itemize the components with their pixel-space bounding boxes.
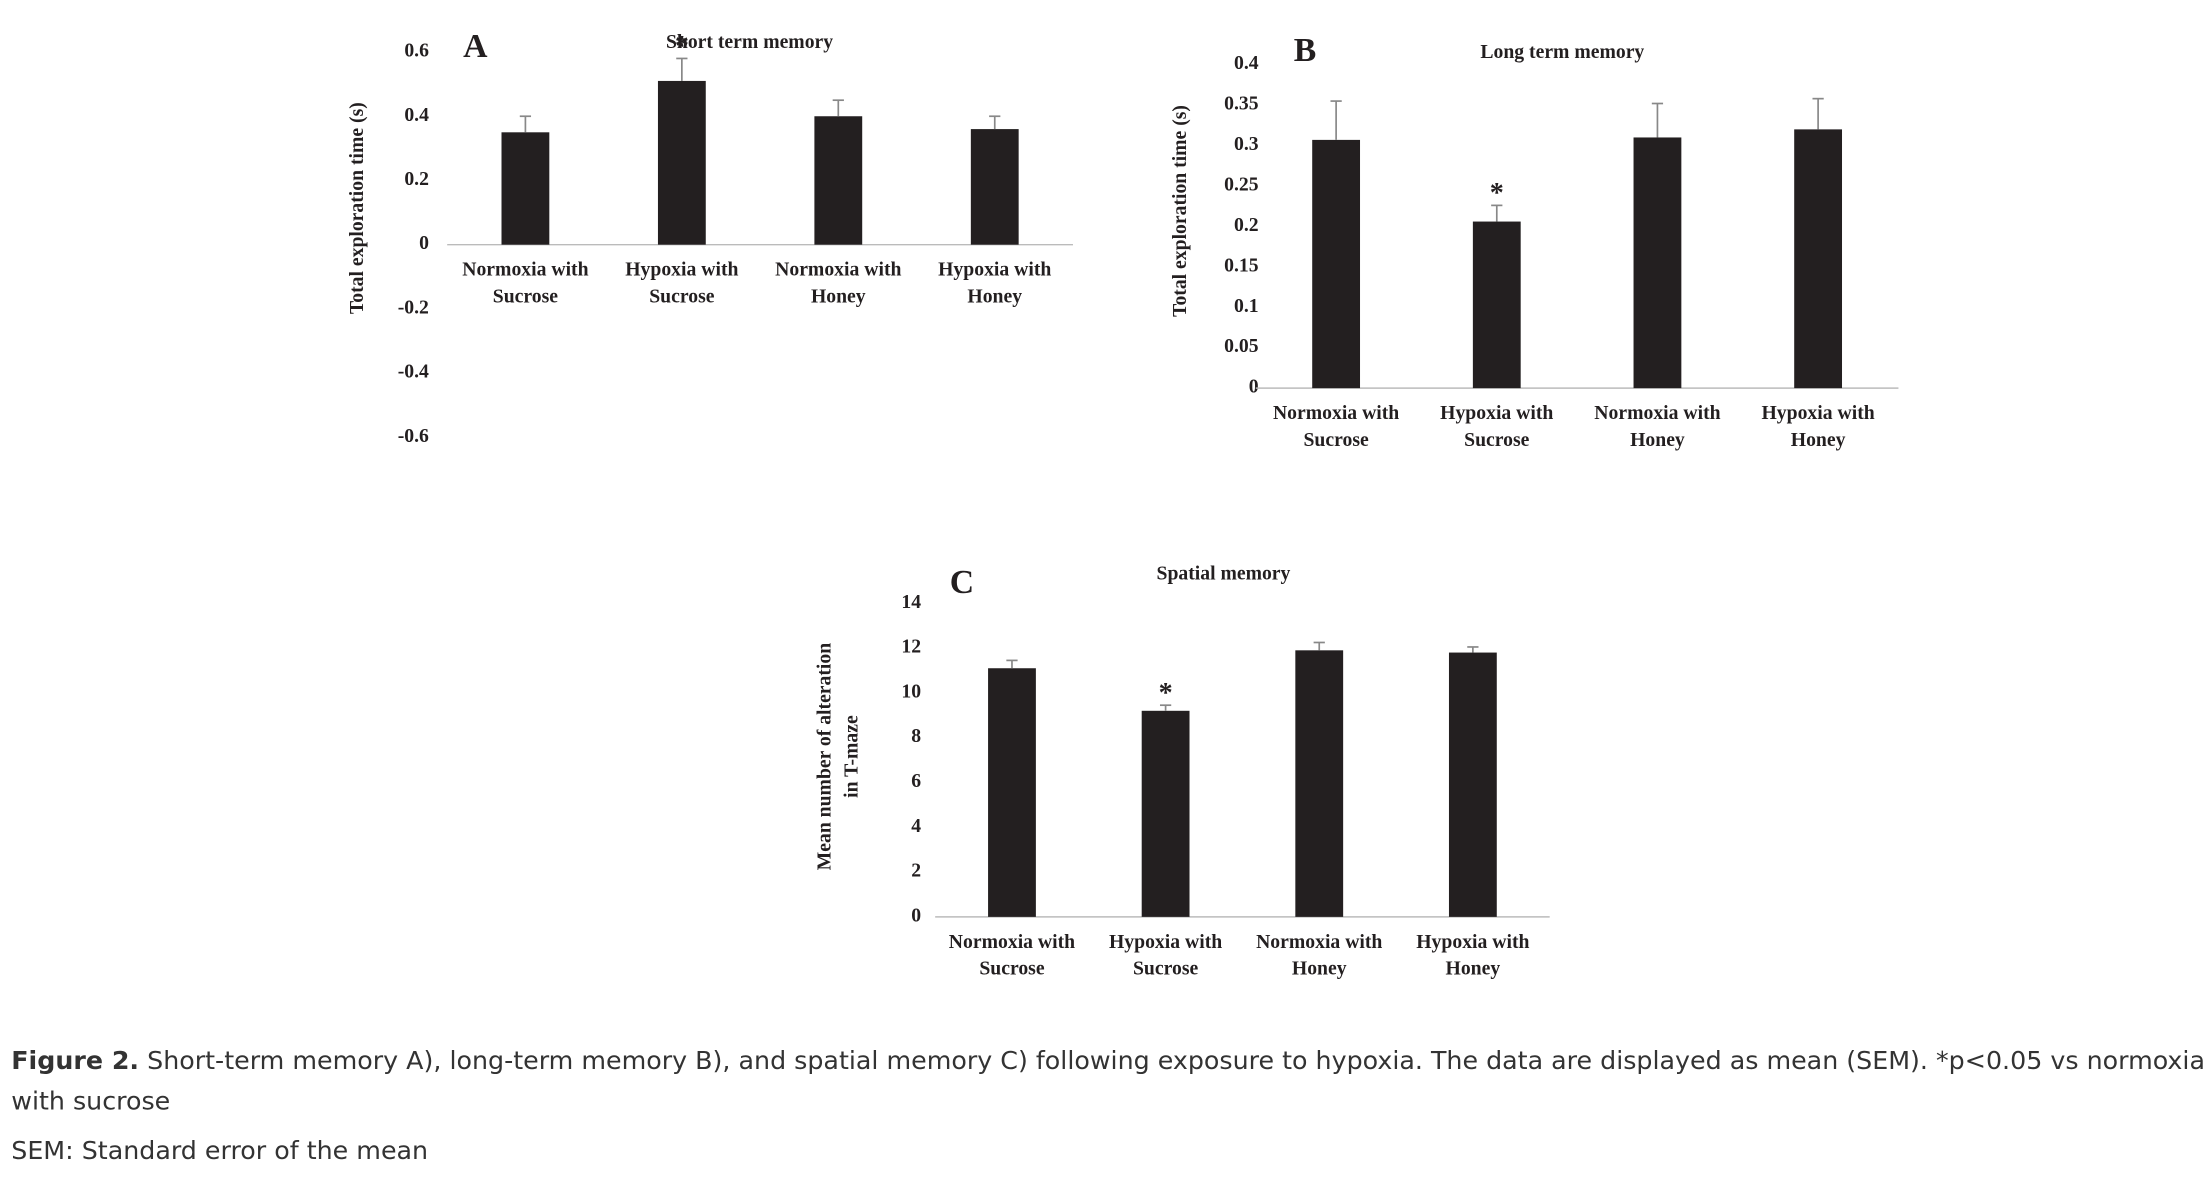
error-bar bbox=[1651, 102, 1664, 138]
significance-marker: * bbox=[1490, 178, 1504, 209]
figure-content: Figure 2. Short-term memory A), long-ter… bbox=[11, 28, 2205, 1172]
significance-marker: * bbox=[675, 31, 689, 62]
bar bbox=[501, 132, 550, 245]
x-tick-label-box: Normoxia with Sucrose bbox=[1272, 403, 1400, 452]
x-tick-label: Normoxia with Sucrose bbox=[1272, 403, 1400, 452]
caption-text: Short-term memory A), long-term memory B… bbox=[11, 1046, 2205, 1117]
y-axis-label: Total exploration time (s) bbox=[1169, 105, 1191, 317]
error-bar bbox=[989, 115, 1001, 130]
y-tick-label: 0.2 bbox=[1234, 214, 1259, 236]
bar bbox=[1448, 652, 1497, 917]
bar bbox=[1295, 650, 1344, 917]
y-tick-label: 0.35 bbox=[1224, 93, 1259, 115]
error-bar bbox=[1313, 641, 1325, 651]
y-tick-label: 0.1 bbox=[1234, 295, 1259, 317]
caption-label: Figure 2. bbox=[11, 1046, 140, 1076]
y-tick-label: 0.3 bbox=[1234, 133, 1259, 155]
x-tick-label-box: Normoxia with Sucrose bbox=[462, 260, 589, 308]
y-tick-label: 0.4 bbox=[404, 104, 429, 126]
y-tick-label: 0 bbox=[419, 232, 429, 254]
x-tick-label-box: Hypoxia with Honey bbox=[938, 260, 1052, 308]
error-bar bbox=[1812, 97, 1824, 130]
caption-box: Figure 2. Short-term memory A), long-ter… bbox=[11, 1041, 2205, 1172]
significance-marker: * bbox=[1159, 678, 1173, 709]
error-bar bbox=[1006, 659, 1018, 669]
bar bbox=[1141, 710, 1190, 917]
chart-title: Spatial memory bbox=[1157, 563, 1291, 585]
bar bbox=[1633, 137, 1682, 389]
x-tick-label: Hypoxia with Sucrose bbox=[1108, 932, 1223, 981]
y-tick-label: 0.6 bbox=[404, 40, 429, 62]
error-bar bbox=[1467, 646, 1479, 653]
x-tick-label: Normoxia with Honey bbox=[775, 260, 902, 308]
error-bar bbox=[676, 57, 688, 81]
x-tick-label: Normoxia with Honey bbox=[1256, 932, 1383, 981]
bar bbox=[1794, 129, 1843, 389]
y-tick-label: 0.2 bbox=[404, 168, 429, 190]
y-tick-label: 10 bbox=[901, 680, 921, 702]
y-tick-label: 0 bbox=[911, 904, 921, 926]
x-tick-label: Hypoxia with Honey bbox=[1416, 932, 1530, 981]
error-bar bbox=[832, 99, 844, 117]
y-tick-label: 0.15 bbox=[1224, 254, 1259, 276]
bar bbox=[1472, 221, 1521, 389]
y-tick-label: 0 bbox=[1249, 376, 1259, 398]
x-tick-label-box: Normoxia with Honey bbox=[1594, 403, 1721, 452]
x-tick-label: Normoxia with Honey bbox=[1594, 403, 1721, 452]
x-tick-label: Hypoxia with Honey bbox=[938, 260, 1052, 308]
panel-letter: C bbox=[950, 564, 974, 601]
x-tick-label-box: Hypoxia with Sucrose bbox=[625, 260, 739, 308]
x-tick-label-box: Hypoxia with Sucrose bbox=[1440, 403, 1554, 452]
x-tick-label-box: Normoxia with Honey bbox=[1256, 932, 1383, 981]
bar bbox=[988, 668, 1036, 917]
caption: Figure 2. Short-term memory A), long-ter… bbox=[11, 1041, 2205, 1172]
y-tick-label: 0.25 bbox=[1224, 173, 1259, 195]
error-bar bbox=[519, 115, 532, 133]
y-tick-label: 2 bbox=[911, 860, 921, 882]
chart-title: Short term memory bbox=[666, 31, 833, 53]
x-tick-label-box: Hypoxia with Honey bbox=[1761, 403, 1875, 452]
bar bbox=[657, 80, 706, 245]
error-bar bbox=[1159, 704, 1172, 711]
panel-letter: A bbox=[463, 28, 488, 65]
x-tick-label-box: Hypoxia with Sucrose bbox=[1108, 932, 1223, 981]
x-tick-label-box: Hypoxia with Honey bbox=[1416, 932, 1530, 981]
y-tick-label: 12 bbox=[901, 636, 921, 658]
x-tick-label: Hypoxia with Sucrose bbox=[1440, 403, 1554, 452]
y-axis-label: Total exploration time (s) bbox=[346, 102, 368, 314]
error-bar bbox=[1491, 204, 1503, 222]
y-axis-label: in T-maze bbox=[840, 715, 862, 798]
x-tick-label: Normoxia with Sucrose bbox=[948, 932, 1076, 981]
y-tick-label: 0.05 bbox=[1224, 335, 1259, 357]
panel-letter: B bbox=[1294, 32, 1317, 69]
y-tick-label: 8 bbox=[911, 725, 921, 747]
y-tick-label: -0.6 bbox=[398, 425, 429, 447]
x-tick-label: Normoxia with Sucrose bbox=[462, 260, 589, 308]
y-tick-label: 14 bbox=[901, 591, 921, 613]
caption-note: SEM: Standard error of the mean bbox=[11, 1136, 429, 1166]
x-tick-label: Hypoxia with Sucrose bbox=[625, 260, 739, 308]
y-axis-label: Mean number of alteration bbox=[814, 643, 836, 871]
bar bbox=[970, 129, 1019, 245]
x-tick-label-box: Normoxia with Sucrose bbox=[948, 932, 1076, 981]
x-tick-label: Hypoxia with Honey bbox=[1761, 403, 1875, 452]
y-tick-label: 0.4 bbox=[1234, 52, 1259, 74]
y-tick-label: -0.2 bbox=[398, 296, 429, 318]
x-tick-label-box: Normoxia with Honey bbox=[775, 260, 902, 308]
y-tick-label: 6 bbox=[911, 770, 921, 792]
y-tick-label: -0.4 bbox=[398, 361, 429, 383]
bar bbox=[814, 116, 863, 245]
y-tick-label: 4 bbox=[911, 815, 921, 837]
chart-title: Long term memory bbox=[1480, 41, 1644, 63]
error-bar bbox=[1330, 100, 1342, 140]
bar bbox=[1312, 139, 1361, 389]
